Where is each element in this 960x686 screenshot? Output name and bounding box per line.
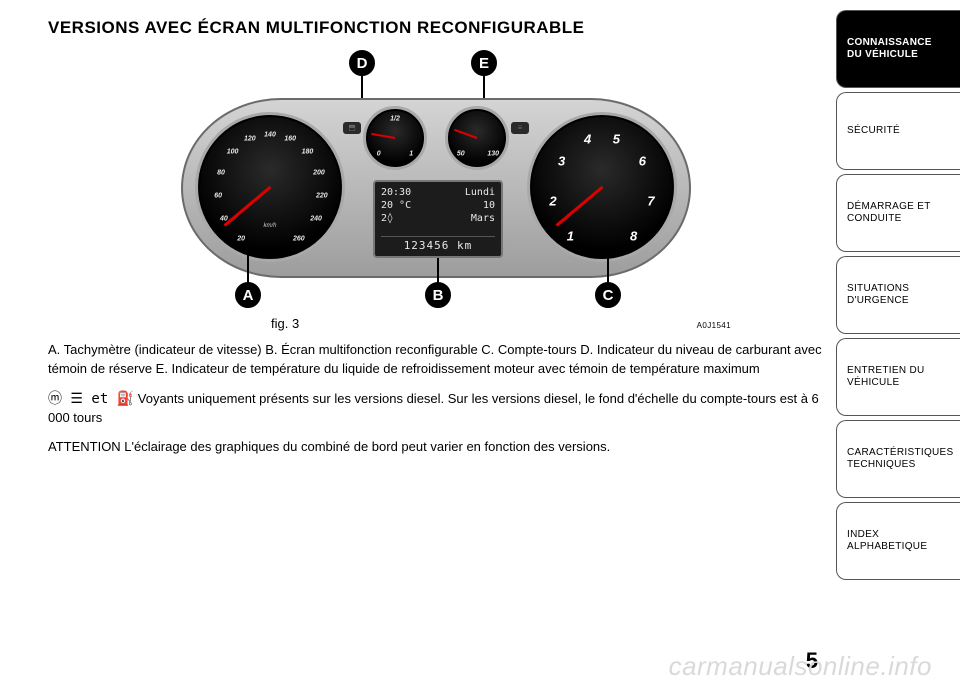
display-cell: 20:30: [381, 186, 411, 199]
tick: 180: [302, 149, 314, 156]
figure-code: A0J1541: [697, 321, 731, 330]
tick: 120: [244, 136, 256, 143]
instrument-cluster: D E ⬒ ≡ ⬒ ≡ ⇦ ⇨ 20: [141, 50, 731, 310]
tick: 160: [284, 136, 296, 143]
speedometer: 20 40 60 80 100 120 140 160 180 200 220 …: [195, 112, 345, 262]
figure-caption: fig. 3: [271, 316, 299, 331]
tick: 100: [227, 149, 239, 156]
watermark: carmanualsonline.info: [669, 651, 932, 682]
warn-icon: ⬒: [343, 122, 361, 134]
tick: 220: [316, 192, 328, 199]
tick: 1: [409, 151, 413, 158]
tick: 3: [558, 154, 565, 169]
tick: 20: [237, 235, 245, 242]
tab-label: ALPHABETIQUE: [847, 541, 960, 553]
tab-securite[interactable]: SÉCURITÉ: [836, 92, 960, 170]
tick: 260: [293, 235, 305, 242]
tick: 240: [310, 215, 322, 222]
tick: 0: [377, 151, 381, 158]
leader-line: [437, 258, 439, 284]
tick: 8: [630, 228, 637, 243]
tick: 50: [457, 151, 465, 158]
attention-text: ATTENTION L'éclairage des graphiques du …: [48, 438, 824, 457]
tab-index[interactable]: INDEX ALPHABETIQUE: [836, 502, 960, 580]
body-text: A. Tachymètre (indicateur de vitesse) B.…: [48, 341, 824, 457]
callout-D: D: [349, 50, 375, 76]
leader-line: [247, 250, 249, 284]
multifunction-display: 20:30 Lundi 20 °C 10 2◊ Mars 123456 km: [373, 180, 503, 258]
tab-label: CARACTÉRISTIQUES: [847, 447, 960, 459]
tab-label: CONDUITE: [847, 213, 960, 225]
display-cell: 10: [483, 199, 495, 212]
tick: 200: [313, 169, 325, 176]
tab-label: TECHNIQUES: [847, 459, 960, 471]
tab-label: ENTRETIEN DU: [847, 365, 960, 377]
sidebar-tabs: CONNAISSANCE DU VÉHICULE SÉCURITÉ DÉMARR…: [836, 10, 960, 584]
tick: 140: [264, 132, 276, 139]
tick: 2: [549, 194, 556, 209]
tab-label: VÉHICULE: [847, 377, 960, 389]
tachometer: 1 2 3 4 5 6 7 8: [527, 112, 677, 262]
tab-connaissance[interactable]: CONNAISSANCE DU VÉHICULE: [836, 10, 960, 88]
tick: 130: [487, 151, 499, 158]
tab-label: CONNAISSANCE: [847, 37, 960, 49]
needle: [371, 133, 395, 139]
tab-label: D'URGENCE: [847, 295, 960, 307]
leader-line: [607, 250, 609, 284]
callout-E: E: [471, 50, 497, 76]
tick: 1: [567, 228, 574, 243]
warn-icon: ≡: [511, 122, 529, 134]
page-number: 5: [806, 648, 818, 674]
tick: 60: [214, 192, 222, 199]
unit-label: km/h: [263, 223, 276, 229]
needle: [555, 186, 603, 227]
tick: 80: [217, 169, 225, 176]
page-title: VERSIONS AVEC ÉCRAN MULTIFONCTION RECONF…: [48, 18, 824, 38]
tab-label: SÉCURITÉ: [847, 125, 960, 137]
tab-label: INDEX: [847, 529, 960, 541]
display-cell: 20 °C: [381, 199, 411, 212]
callout-B: B: [425, 282, 451, 308]
fuel-gauge: 0 1/2 1: [363, 106, 427, 170]
diesel-glyphs: ⓜ ☰ et ⛽: [48, 391, 134, 407]
display-cell: Lundi: [465, 186, 495, 199]
tab-label: DÉMARRAGE ET: [847, 201, 960, 213]
tab-urgence[interactable]: SITUATIONS D'URGENCE: [836, 256, 960, 334]
odometer: 123456 km: [381, 236, 495, 252]
tab-entretien[interactable]: ENTRETIEN DU VÉHICULE: [836, 338, 960, 416]
callout-A: A: [235, 282, 261, 308]
tab-caracteristiques[interactable]: CARACTÉRISTIQUES TECHNIQUES: [836, 420, 960, 498]
tick: 1/2: [390, 116, 400, 123]
tick: 4: [584, 132, 591, 147]
tab-label: SITUATIONS: [847, 283, 960, 295]
tab-label: DU VÉHICULE: [847, 49, 960, 61]
legend-text: A. Tachymètre (indicateur de vitesse) B.…: [48, 341, 824, 379]
display-cell: Mars: [471, 212, 495, 225]
display-cell: 2◊: [381, 212, 393, 225]
callout-C: C: [595, 282, 621, 308]
temp-gauge: 50 130: [445, 106, 509, 170]
needle: [454, 129, 477, 139]
cluster-panel: ⬒ ≡ ⬒ ≡ ⇦ ⇨ 20 40 60 80 100: [181, 98, 691, 278]
needle: [223, 186, 271, 227]
tab-demarrage[interactable]: DÉMARRAGE ET CONDUITE: [836, 174, 960, 252]
tick: 5: [613, 132, 620, 147]
diesel-text: Voyants uniquement présents sur les vers…: [48, 391, 819, 425]
tick: 6: [639, 154, 646, 169]
tick: 7: [647, 194, 654, 209]
figure-wrap: D E ⬒ ≡ ⬒ ≡ ⇦ ⇨ 20: [141, 50, 731, 331]
